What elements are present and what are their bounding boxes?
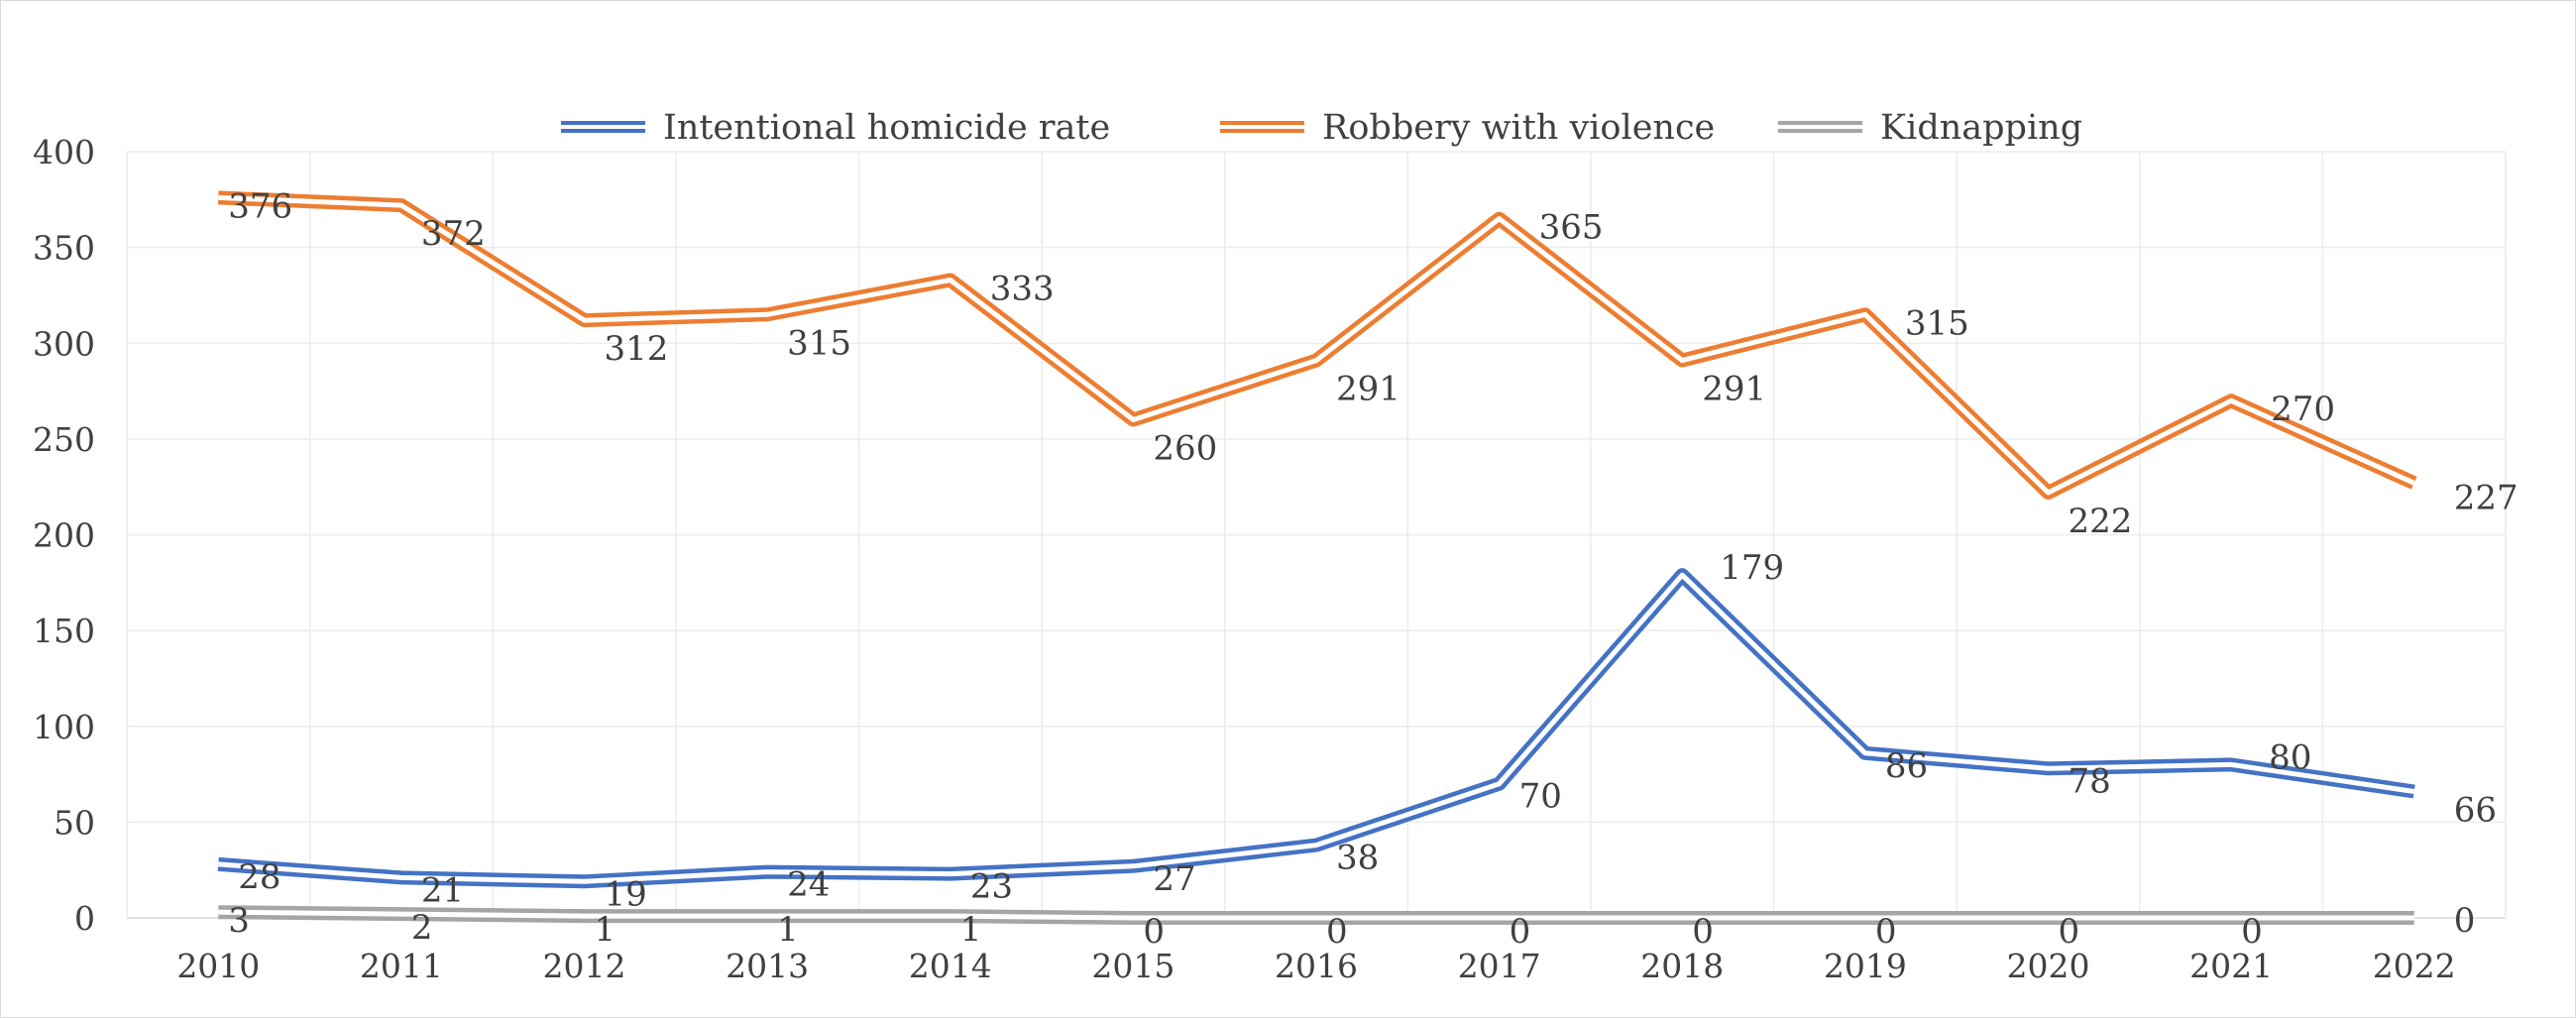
data-label-kidnapping: 0 — [2058, 912, 2079, 952]
series-line-robbery-with-violence — [218, 190, 2417, 500]
data-label-intentional-homicide-rate: 19 — [605, 874, 647, 914]
data-label-kidnapping: 1 — [777, 910, 799, 950]
data-label-intentional-homicide-rate: 70 — [1519, 777, 1562, 817]
legend-label-intentional-homicide-rate: Intentional homicide rate — [663, 108, 1110, 148]
series-line-intentional-homicide-rate — [217, 568, 2415, 889]
series-line-inner-robbery-with-violence — [218, 194, 2415, 496]
y-tick-label: 250 — [33, 420, 95, 459]
data-label-intentional-homicide-rate: 86 — [1885, 746, 1928, 786]
y-axis-tick-labels: 0 50 100 150 200 250 300 350 400 — [33, 133, 95, 938]
data-label-robbery-with-violence: 227 — [2454, 478, 2519, 517]
data-label-robbery-with-violence: 222 — [2068, 502, 2132, 541]
x-tick-label: 2012 — [543, 947, 626, 985]
data-label-kidnapping: 1 — [960, 910, 982, 950]
y-tick-label: 400 — [33, 133, 95, 171]
y-tick-label: 350 — [33, 229, 95, 268]
data-label-intentional-homicide-rate: 66 — [2454, 790, 2497, 830]
y-tick-label: 0 — [74, 899, 95, 938]
data-label-kidnapping: 0 — [1875, 912, 1897, 952]
data-label-intentional-homicide-rate: 78 — [2068, 761, 2110, 801]
data-label-robbery-with-violence: 372 — [421, 214, 486, 254]
data-label-kidnapping: 0 — [1326, 912, 1348, 952]
y-tick-label: 50 — [54, 803, 95, 842]
x-tick-label: 2020 — [2006, 947, 2089, 985]
x-tick-label: 2010 — [176, 947, 260, 985]
data-label-robbery-with-violence: 291 — [1336, 370, 1400, 409]
x-tick-label: 2022 — [2373, 947, 2456, 985]
data-label-kidnapping: 0 — [1692, 912, 1714, 952]
x-tick-label: 2016 — [1275, 947, 1358, 985]
data-label-robbery-with-violence: 365 — [1539, 208, 1604, 248]
data-label-intentional-homicide-rate: 179 — [1720, 548, 1784, 588]
data-label-robbery-with-violence: 270 — [2271, 390, 2335, 429]
data-label-kidnapping: 1 — [595, 910, 616, 950]
x-tick-label: 2014 — [909, 947, 992, 985]
data-label-robbery-with-violence: 333 — [990, 269, 1055, 308]
data-label-robbery-with-violence: 315 — [1905, 303, 1969, 343]
data-label-intentional-homicide-rate: 80 — [2269, 737, 2311, 777]
y-tick-label: 200 — [33, 516, 95, 555]
data-label-intentional-homicide-rate: 23 — [970, 867, 1013, 907]
data-label-intentional-homicide-rate: 21 — [421, 870, 464, 910]
y-tick-label: 300 — [33, 324, 95, 363]
data-label-kidnapping: 2 — [411, 908, 433, 948]
series-line-inner-intentional-homicide-rate — [218, 572, 2415, 884]
x-tick-label: 2017 — [1458, 947, 1541, 985]
data-label-robbery-with-violence: 315 — [787, 323, 851, 363]
data-label-kidnapping: 0 — [2454, 901, 2476, 941]
data-label-kidnapping: 3 — [228, 901, 250, 941]
x-tick-label: 2019 — [1824, 947, 1907, 985]
data-label-intentional-homicide-rate: 24 — [787, 865, 830, 905]
series-line-inner-kidnapping — [218, 909, 2414, 921]
data-label-robbery-with-violence: 260 — [1153, 429, 1217, 469]
data-label-robbery-with-violence: 312 — [605, 329, 669, 369]
data-label-intentional-homicide-rate: 27 — [1153, 859, 1195, 899]
x-tick-label: 2015 — [1091, 947, 1175, 985]
series-lines — [217, 190, 2417, 925]
legend: Intentional homicide rate Robbery with vi… — [561, 108, 2082, 148]
legend-label-kidnapping: Kidnapping — [1880, 108, 2082, 148]
data-label-intentional-homicide-rate: 28 — [238, 857, 280, 897]
y-tick-label: 150 — [33, 612, 95, 650]
data-label-intentional-homicide-rate: 38 — [1336, 839, 1379, 878]
data-label-kidnapping: 0 — [1143, 912, 1165, 952]
data-label-kidnapping: 0 — [1510, 912, 1531, 952]
gridlines — [126, 151, 2507, 919]
x-tick-label: 2021 — [2189, 947, 2273, 985]
legend-label-robbery-with-violence: Robbery with violence — [1322, 108, 1715, 148]
data-label-kidnapping: 0 — [2241, 912, 2263, 952]
data-label-robbery-with-violence: 291 — [1702, 370, 1766, 409]
y-tick-label: 100 — [33, 708, 95, 746]
x-tick-label: 2018 — [1640, 947, 1724, 985]
x-tick-label: 2011 — [360, 947, 443, 985]
x-tick-label: 2013 — [726, 947, 809, 985]
data-label-robbery-with-violence: 376 — [228, 186, 292, 226]
x-axis-tick-labels: 2010 2011 2012 2013 2014 2015 2016 2017 2018 2019… — [176, 947, 2455, 985]
